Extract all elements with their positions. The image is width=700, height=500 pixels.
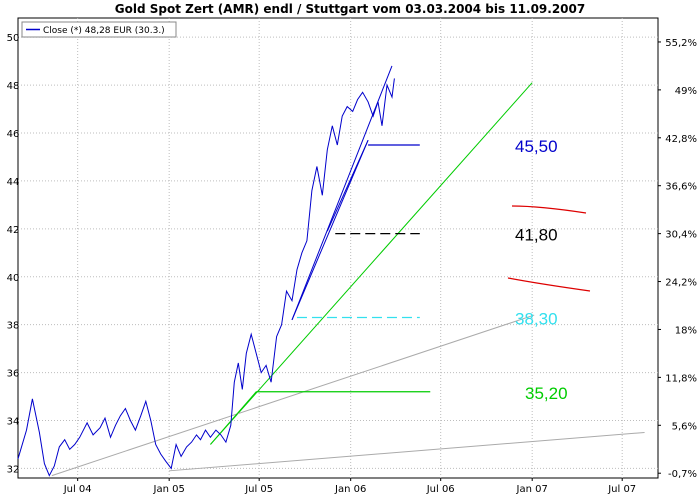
gray-support-1-line [51, 314, 535, 477]
level-label-38,30: 38,30 [515, 309, 558, 328]
x-tick-label: Jan 05 [153, 484, 185, 495]
y-tick-label-right: 18% [675, 325, 697, 336]
plot-frame [17, 17, 659, 479]
y-tick-label-left: 36 [7, 369, 20, 380]
level-label-35,20: 35,20 [525, 384, 568, 403]
y-tick-label-left: 42 [7, 225, 20, 236]
y-tick-label-right: 24,2% [665, 278, 697, 289]
green-trend-line [210, 82, 533, 445]
green-support-short-line [210, 391, 257, 445]
chart-title: Gold Spot Zert (AMR) endl / Stuttgart vo… [115, 2, 585, 16]
x-tick-label: Jan 07 [516, 484, 548, 495]
y-axis-left-ticks: 32 34 36 38 40 42 44 46 48 50 [7, 33, 20, 475]
y-tick-label-left: 38 [7, 321, 20, 332]
legend-box [21, 21, 177, 38]
y-axis-right-ticks: -0,7% 5,6% 11,8% 18% 24,2% 30,4% 36,6% 42,8% 49%… [658, 38, 697, 480]
legend-label: Close (*) 48,28 EUR (30.3.) [43, 26, 165, 36]
level-label-45,50: 45,50 [515, 137, 558, 156]
y-tick-label-left: 44 [7, 177, 20, 188]
red-mark-38 [507, 277, 591, 292]
y-tick-label-left: 32 [7, 464, 20, 475]
red-mark-41 [511, 205, 587, 214]
blue-trend-1-line [291, 65, 393, 321]
y-tick-label-left: 46 [7, 129, 20, 140]
x-axis-ticks: Jul 04 Jan 05 Jul 05 Jan 06 Jul 06 Jan 07 Jul … [63, 478, 636, 495]
level-label-41,80: 41,80 [515, 226, 558, 245]
y-tick-label-right: 42,8% [665, 134, 697, 145]
level-labels: 45,50 41,80 38,30 35,20 [515, 137, 568, 403]
y-tick-label-left: 34 [7, 417, 20, 428]
y-tick-label-right: -0,7% [668, 469, 697, 480]
blue-trend-2-line [291, 139, 369, 321]
x-tick-label: Jul 07 [607, 484, 636, 495]
legend: Close (*) 48,28 EUR (30.3.) [21, 21, 177, 38]
x-tick-label: Jul 06 [426, 484, 455, 495]
y-tick-label-right: 11,8% [665, 373, 697, 384]
y-tick-label-right: 5,6% [672, 421, 697, 432]
y-tick-label-left: 40 [7, 273, 20, 284]
y-tick-label-left: 50 [7, 33, 20, 44]
close-price-line [17, 78, 395, 477]
y-tick-label-right: 55,2% [665, 38, 697, 49]
y-tick-label-right: 36,6% [665, 182, 697, 193]
y-tick-label-left: 48 [7, 81, 20, 92]
gray-support-2-line [169, 431, 645, 472]
x-tick-label: Jan 06 [334, 484, 366, 495]
x-tick-label: Jul 04 [63, 484, 92, 495]
y-tick-label-right: 30,4% [665, 230, 697, 241]
trendlines [51, 65, 645, 477]
y-tick-label-right: 49% [675, 86, 697, 97]
x-tick-label: Jul 05 [244, 484, 273, 495]
blue-trend-3-line [326, 139, 369, 232]
level-lines [256, 144, 591, 393]
